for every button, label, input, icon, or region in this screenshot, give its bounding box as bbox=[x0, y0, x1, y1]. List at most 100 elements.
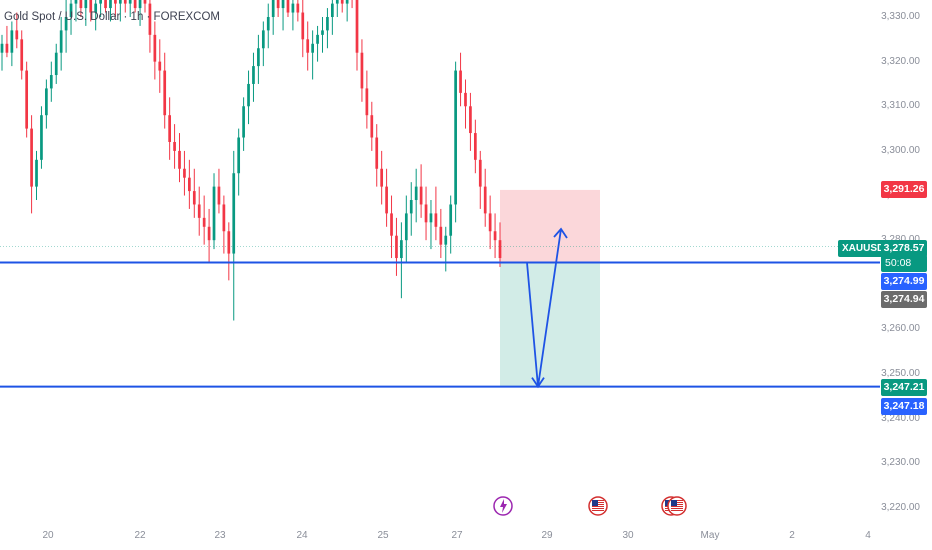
candle bbox=[345, 0, 349, 22]
candle bbox=[454, 61, 457, 223]
candle bbox=[385, 168, 388, 227]
time-axis-label: 24 bbox=[296, 530, 308, 541]
candle bbox=[390, 195, 393, 259]
candle bbox=[79, 0, 83, 17]
event-icons[interactable] bbox=[493, 496, 687, 516]
candle-body bbox=[143, 0, 147, 4]
candle-body bbox=[385, 186, 388, 214]
candle-body bbox=[89, 0, 93, 13]
projection-arrow[interactable] bbox=[526, 227, 568, 389]
us-flag-icon[interactable] bbox=[588, 496, 608, 516]
candle bbox=[158, 39, 162, 93]
symbol-tag[interactable]: XAUUSD bbox=[838, 240, 889, 257]
candle bbox=[10, 21, 14, 67]
candle-body bbox=[222, 204, 226, 232]
flag-canton bbox=[671, 500, 677, 506]
candle-body bbox=[286, 0, 290, 13]
candle bbox=[331, 0, 334, 35]
candle-body bbox=[10, 30, 14, 53]
flag-stripe bbox=[671, 508, 683, 509]
candle bbox=[439, 208, 443, 259]
candle-body bbox=[434, 213, 438, 227]
candle-body bbox=[276, 0, 280, 9]
candle bbox=[261, 21, 265, 67]
candle bbox=[237, 128, 241, 196]
us-flag-icon[interactable] bbox=[667, 496, 687, 516]
candle bbox=[45, 79, 48, 129]
candle bbox=[242, 97, 245, 151]
time-axis-label: 23 bbox=[214, 530, 226, 541]
candle bbox=[104, 0, 107, 13]
chart-title: Gold Spot / U.S. Dollar · 1h · FOREXCOM bbox=[4, 11, 221, 23]
candlestick-series bbox=[0, 0, 502, 321]
candle bbox=[469, 92, 472, 151]
candle-body bbox=[118, 0, 122, 4]
candle bbox=[163, 52, 167, 129]
candle bbox=[483, 168, 487, 227]
candle bbox=[464, 79, 467, 129]
candle bbox=[498, 222, 502, 267]
candle-body bbox=[321, 30, 324, 35]
candle bbox=[74, 0, 78, 22]
candle bbox=[291, 0, 295, 31]
candle bbox=[153, 21, 157, 80]
candle bbox=[311, 30, 314, 80]
price-axis-label: 3,300.00 bbox=[881, 144, 920, 156]
candle-body bbox=[138, 0, 142, 9]
candle-body bbox=[49, 75, 53, 89]
candle-body bbox=[202, 217, 206, 227]
candle bbox=[271, 0, 275, 35]
candle-body bbox=[429, 213, 433, 223]
flag-stripe bbox=[592, 510, 604, 511]
candle bbox=[59, 17, 63, 71]
time-axis-label: 22 bbox=[134, 530, 146, 541]
candle-body bbox=[207, 226, 211, 241]
candle-body bbox=[197, 204, 201, 218]
candle-body bbox=[454, 70, 457, 205]
candle bbox=[351, 0, 353, 9]
candle-body bbox=[483, 186, 487, 214]
candle bbox=[183, 150, 186, 196]
candle-body bbox=[212, 186, 216, 241]
lightning-icon[interactable] bbox=[493, 496, 513, 516]
candle-body bbox=[375, 137, 379, 169]
candle-body bbox=[301, 12, 305, 40]
candle-body bbox=[5, 43, 9, 53]
candle-body bbox=[498, 240, 502, 259]
horizontal-lines[interactable] bbox=[0, 261, 880, 388]
candle bbox=[133, 0, 137, 13]
candle-body bbox=[316, 34, 319, 44]
candle bbox=[306, 21, 310, 71]
candle-body bbox=[104, 0, 107, 9]
candle-body bbox=[459, 70, 462, 93]
candle-body bbox=[257, 48, 260, 67]
candle-body bbox=[99, 0, 102, 4]
last-price-tag: 3,278.57 bbox=[881, 240, 927, 257]
candle bbox=[286, 0, 290, 17]
candle bbox=[266, 3, 270, 49]
candle bbox=[493, 213, 497, 259]
candle bbox=[69, 0, 73, 35]
candle bbox=[168, 97, 171, 160]
candle-body bbox=[252, 66, 255, 84]
candle bbox=[247, 70, 250, 125]
candle bbox=[202, 195, 206, 245]
down-arrowhead bbox=[531, 377, 545, 389]
candle-body bbox=[237, 137, 241, 174]
flag-stripe bbox=[671, 506, 683, 507]
candle-body bbox=[192, 191, 196, 205]
candle-body bbox=[266, 17, 270, 31]
candle bbox=[109, 0, 112, 22]
candle-body bbox=[242, 106, 245, 138]
candle-body bbox=[0, 43, 4, 53]
candle-body bbox=[473, 133, 477, 160]
candle bbox=[89, 0, 93, 22]
candle bbox=[400, 222, 403, 299]
candle bbox=[118, 0, 122, 22]
candle-body bbox=[123, 0, 127, 4]
candle-body bbox=[69, 3, 73, 18]
candle bbox=[138, 0, 142, 26]
candle-body bbox=[326, 17, 329, 31]
price-axis-label: 3,330.00 bbox=[881, 11, 920, 22]
